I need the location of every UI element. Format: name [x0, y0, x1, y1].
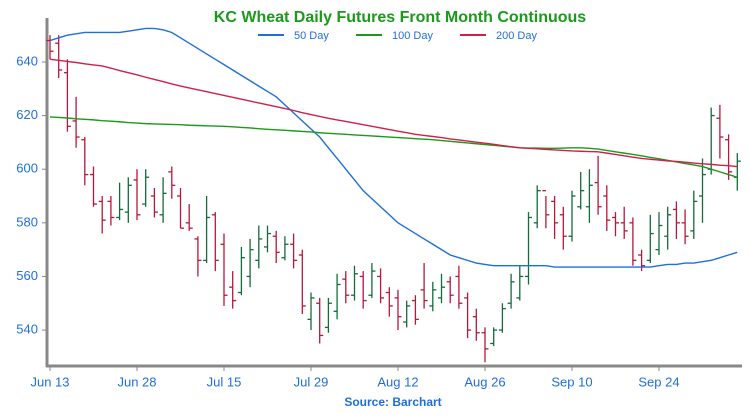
x-tick-label: Aug 12	[377, 374, 418, 389]
x-tick-label: Sep 10	[551, 374, 592, 389]
y-tick-label: 620	[16, 107, 38, 122]
y-tick-label: 600	[16, 161, 38, 176]
legend-label: 200 Day	[496, 30, 537, 42]
y-tick-label: 560	[16, 268, 38, 283]
x-tick-label: Aug 26	[464, 374, 505, 389]
moving-average-line	[49, 116, 738, 178]
x-tick-label: Jul 15	[207, 374, 242, 389]
source: Source: Barchart	[344, 395, 441, 409]
x-tick-label: Jun 28	[117, 374, 156, 389]
legend-label: 100 Day	[392, 30, 433, 42]
x-tick-label: Jul 29	[294, 374, 329, 389]
y-tick-label: 640	[16, 53, 38, 68]
x-tick-label: Jun 13	[30, 374, 69, 389]
y-tick-label: 540	[16, 322, 38, 337]
chart-title: KC Wheat Daily Futures Front Month Conti…	[214, 9, 587, 26]
x-tick-label: Sep 24	[638, 374, 679, 389]
moving-average-line	[49, 27, 738, 268]
legend-label: 50 Day	[294, 30, 329, 42]
moving-average-line	[49, 58, 738, 168]
y-tick-label: 580	[16, 214, 38, 229]
